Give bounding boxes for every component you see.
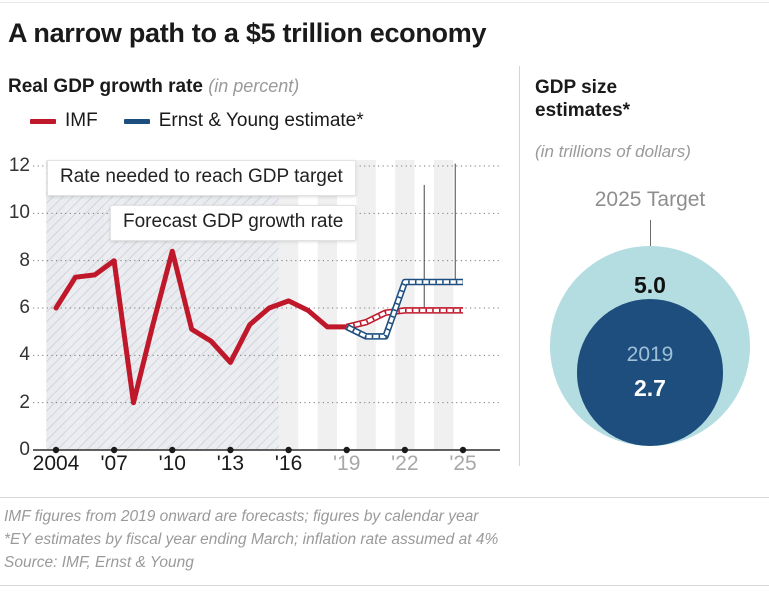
chart-legend: IMF Ernst & Young estimate* [30, 110, 364, 132]
x-axis-tick-dot-2004 [52, 446, 60, 454]
y-axis-tick-2: 2 [19, 391, 30, 413]
bubble-value-2025: 5.0 [634, 272, 666, 298]
footnote-rule [0, 497, 769, 498]
right-panel-title-line1: GDP size [535, 77, 618, 98]
chart-canvas [33, 160, 500, 454]
x-axis-tick-dot-2016 [285, 446, 292, 454]
bubble-2019-actual [576, 299, 724, 446]
x-axis-tick-2022: '22 [391, 452, 419, 475]
y-axis-labels: 0 2 4 6 8 10 12 [0, 150, 30, 460]
y-axis-tick-10: 10 [8, 202, 30, 224]
right-panel-title-line2: estimates* [535, 100, 631, 122]
legend-label-ey: Ernst & Young estimate* [158, 110, 364, 131]
chart-band-2024 [433, 160, 454, 450]
x-axis-tick-dot-2022 [401, 446, 409, 454]
series-line-actual-0 [53, 248, 350, 406]
line-swatch-icon-imf [30, 118, 56, 124]
series-forecast-ticks-1 [345, 280, 463, 339]
right-panel-gdp-size: GDP size estimates* (in trillions of dol… [531, 0, 769, 500]
x-axis-tick-2004: 2004 [32, 452, 80, 475]
y-axis-tick-4: 4 [19, 344, 30, 366]
line-swatch-icon-ey [123, 118, 150, 124]
line-chart-plot: 0 2 4 6 8 10 12 [0, 150, 519, 460]
bubble-chart: 5.0 2019 2.7 [531, 220, 769, 474]
right-panel-title: GDP size estimates* [535, 76, 630, 122]
footnote-line-1: IMF figures from 2019 onward are forecas… [4, 508, 479, 525]
y-axis-tick-8: 8 [19, 249, 30, 271]
x-axis-labels: 2004 '07 '10 '13 '16 '19 '22 '25 [0, 452, 519, 486]
y-axis-tick-0: 0 [19, 439, 30, 460]
x-axis-tick-dot-2007 [110, 446, 118, 454]
legend-item-ey: Ernst & Young estimate* [123, 110, 364, 132]
x-axis-tick-dot-2010 [169, 446, 176, 454]
bubble-year-2019: 2019 [626, 342, 674, 366]
x-axis-tick-2016: '16 [274, 452, 303, 475]
y-axis-tick-12: 12 [8, 155, 30, 176]
top-rule [0, 2, 769, 3]
series-forecast-core-0 [346, 308, 463, 329]
x-axis-tick-dot-2013 [227, 446, 234, 454]
x-axis-tick-2007: '07 [100, 452, 128, 475]
chart-band-2018 [317, 160, 338, 450]
page-title: A narrow path to a $5 trillion economy [8, 18, 487, 48]
bottom-rule [0, 585, 769, 586]
footnotes: IMF figures from 2019 onward are forecas… [4, 506, 764, 575]
legend-label-imf: IMF [65, 110, 98, 131]
chart-band-2022 [395, 160, 415, 450]
x-axis-tick-2010: '10 [158, 452, 186, 475]
right-panel-subtitle: (in trillions of dollars) [535, 142, 691, 161]
left-panel-title-text: Real GDP growth rate [8, 76, 203, 97]
x-axis-tick-2013: '13 [216, 452, 245, 475]
left-panel-unit: (in percent) [208, 76, 300, 96]
bubble-value-2019: 2.7 [634, 374, 666, 401]
series-ey [345, 278, 463, 340]
x-axis-tick-2025: '25 [449, 452, 477, 475]
y-axis-tick-6: 6 [19, 297, 30, 318]
historical-hatch-band [46, 160, 279, 450]
bubble-leader-line [650, 220, 651, 246]
legend-item-imf: IMF [30, 110, 98, 132]
series-imf [53, 248, 463, 406]
footnote-line-2: *EY estimates by fiscal year ending Marc… [4, 530, 499, 548]
panel-divider [519, 66, 520, 466]
bubble-pointer-label: 2025 Target [594, 188, 706, 211]
callout-rate-needed: Rate needed to reach GDP target [47, 160, 356, 196]
chart-band-2020 [356, 160, 376, 450]
footnote-source: Source: IMF, Ernst & Young [4, 553, 194, 571]
x-axis-tick-2019: '19 [333, 452, 361, 475]
x-axis-tick-dot-2019 [343, 446, 350, 454]
x-axis-tick-dot-2025 [459, 446, 467, 454]
left-panel-gdp-growth: Real GDP growth rate (in percent) IMF Er… [0, 76, 519, 486]
left-panel-title: Real GDP growth rate (in percent) [8, 76, 299, 98]
callout-forecast-rate: Forecast GDP growth rate [110, 205, 357, 241]
